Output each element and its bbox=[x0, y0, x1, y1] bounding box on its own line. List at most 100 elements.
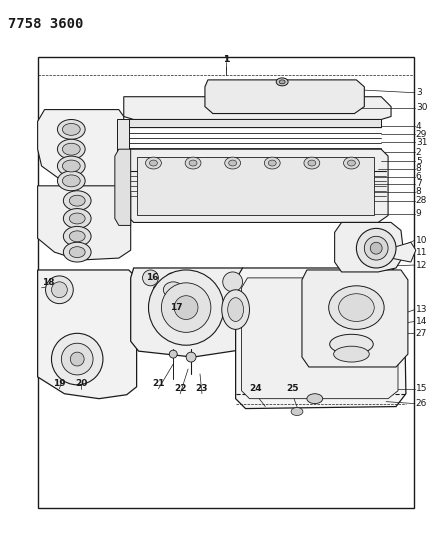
Ellipse shape bbox=[228, 298, 244, 321]
Text: 6: 6 bbox=[416, 172, 422, 181]
Ellipse shape bbox=[63, 227, 91, 246]
Text: 22: 22 bbox=[174, 384, 187, 393]
Text: 7: 7 bbox=[416, 179, 422, 188]
Ellipse shape bbox=[222, 290, 250, 329]
Polygon shape bbox=[127, 149, 388, 222]
Ellipse shape bbox=[149, 160, 158, 166]
Polygon shape bbox=[154, 273, 193, 306]
Ellipse shape bbox=[276, 78, 288, 86]
Text: 14: 14 bbox=[416, 317, 427, 326]
Text: 7758 3600: 7758 3600 bbox=[8, 17, 83, 30]
Ellipse shape bbox=[61, 343, 93, 375]
Polygon shape bbox=[241, 278, 398, 399]
Ellipse shape bbox=[57, 171, 85, 191]
Ellipse shape bbox=[334, 346, 369, 362]
Ellipse shape bbox=[69, 247, 85, 257]
Text: 26: 26 bbox=[416, 399, 427, 408]
Text: 28: 28 bbox=[416, 196, 427, 205]
Text: 24: 24 bbox=[249, 384, 262, 393]
Ellipse shape bbox=[184, 305, 202, 330]
Ellipse shape bbox=[149, 270, 224, 345]
Text: 11: 11 bbox=[416, 248, 427, 257]
Polygon shape bbox=[236, 268, 406, 409]
Polygon shape bbox=[38, 270, 137, 399]
Ellipse shape bbox=[308, 160, 316, 166]
Ellipse shape bbox=[69, 195, 85, 206]
Ellipse shape bbox=[265, 157, 280, 169]
Ellipse shape bbox=[291, 408, 303, 416]
Text: 25: 25 bbox=[286, 384, 298, 393]
Text: 27: 27 bbox=[416, 329, 427, 338]
Text: 8: 8 bbox=[416, 165, 422, 173]
Ellipse shape bbox=[279, 80, 285, 84]
Ellipse shape bbox=[344, 157, 360, 169]
Ellipse shape bbox=[174, 296, 198, 319]
Ellipse shape bbox=[146, 157, 161, 169]
Ellipse shape bbox=[62, 143, 80, 155]
Ellipse shape bbox=[161, 283, 211, 333]
Ellipse shape bbox=[51, 282, 67, 298]
Ellipse shape bbox=[57, 139, 85, 159]
Ellipse shape bbox=[70, 352, 84, 366]
Polygon shape bbox=[205, 80, 364, 114]
Text: 31: 31 bbox=[416, 138, 427, 147]
Ellipse shape bbox=[329, 286, 384, 329]
Ellipse shape bbox=[330, 334, 373, 354]
Ellipse shape bbox=[223, 272, 243, 292]
Ellipse shape bbox=[189, 160, 197, 166]
Text: 3: 3 bbox=[416, 88, 422, 97]
Polygon shape bbox=[124, 96, 391, 119]
Polygon shape bbox=[38, 186, 131, 260]
Ellipse shape bbox=[62, 124, 80, 135]
Ellipse shape bbox=[225, 157, 241, 169]
Ellipse shape bbox=[45, 276, 73, 304]
Ellipse shape bbox=[62, 160, 80, 172]
Polygon shape bbox=[335, 222, 404, 272]
Ellipse shape bbox=[62, 175, 80, 187]
Ellipse shape bbox=[163, 282, 183, 298]
Polygon shape bbox=[302, 270, 408, 367]
Polygon shape bbox=[115, 149, 131, 225]
Ellipse shape bbox=[307, 394, 323, 403]
Ellipse shape bbox=[57, 156, 85, 176]
Ellipse shape bbox=[143, 270, 158, 286]
Text: 4: 4 bbox=[416, 122, 422, 131]
Text: 1: 1 bbox=[223, 54, 229, 63]
Text: 2: 2 bbox=[416, 148, 422, 157]
Text: 12: 12 bbox=[416, 261, 427, 270]
Text: 20: 20 bbox=[75, 379, 87, 389]
Ellipse shape bbox=[339, 294, 374, 321]
Ellipse shape bbox=[69, 231, 85, 242]
Text: 30: 30 bbox=[416, 103, 427, 112]
Text: 15: 15 bbox=[416, 384, 427, 393]
Polygon shape bbox=[131, 268, 253, 357]
Text: 19: 19 bbox=[53, 379, 66, 389]
Text: 10: 10 bbox=[416, 236, 427, 245]
Polygon shape bbox=[391, 242, 416, 262]
Polygon shape bbox=[117, 119, 129, 191]
Text: 23: 23 bbox=[196, 384, 208, 393]
Ellipse shape bbox=[186, 352, 196, 362]
Text: 21: 21 bbox=[152, 379, 165, 389]
Ellipse shape bbox=[370, 242, 382, 254]
Ellipse shape bbox=[304, 157, 320, 169]
Bar bbox=[129, 119, 381, 127]
Ellipse shape bbox=[63, 191, 91, 211]
Ellipse shape bbox=[348, 160, 355, 166]
Text: 1: 1 bbox=[223, 55, 229, 64]
Ellipse shape bbox=[51, 333, 103, 385]
Bar bbox=[137, 157, 374, 214]
Text: 29: 29 bbox=[416, 130, 427, 139]
Text: 9: 9 bbox=[416, 209, 422, 218]
Ellipse shape bbox=[364, 236, 388, 260]
Text: 17: 17 bbox=[170, 303, 183, 312]
Ellipse shape bbox=[185, 157, 201, 169]
Text: 13: 13 bbox=[416, 305, 427, 314]
Ellipse shape bbox=[229, 160, 237, 166]
Text: 18: 18 bbox=[42, 278, 54, 287]
Ellipse shape bbox=[188, 310, 198, 326]
Ellipse shape bbox=[57, 119, 85, 139]
Ellipse shape bbox=[63, 208, 91, 228]
Polygon shape bbox=[38, 110, 124, 196]
Ellipse shape bbox=[268, 160, 276, 166]
